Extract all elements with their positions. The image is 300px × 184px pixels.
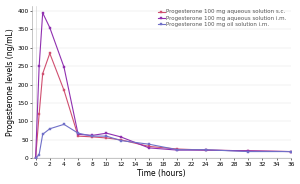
Progesterone 100 mg oil solution i.m. <box>48 128 52 130</box>
Progesterone 100 mg aqueous solution i.m. <box>176 149 179 151</box>
Progesterone 100 mg aqueous solution i.m. <box>41 12 44 14</box>
Line: Progesterone 100 mg aqueous solution i.m.: Progesterone 100 mg aqueous solution i.m… <box>34 12 292 160</box>
Progesterone 100 mg aqueous solution i.m. <box>246 150 250 152</box>
Progesterone 100 mg aqueous solution s.c. <box>48 52 52 54</box>
Progesterone 100 mg oil solution i.m. <box>76 132 80 134</box>
Progesterone 100 mg aqueous solution s.c. <box>105 137 108 139</box>
Progesterone 100 mg oil solution i.m. <box>62 123 66 125</box>
Y-axis label: Progesterone levels (ng/mL): Progesterone levels (ng/mL) <box>6 28 15 136</box>
Progesterone 100 mg aqueous solution i.m. <box>119 136 122 138</box>
Progesterone 100 mg oil solution i.m. <box>91 135 94 137</box>
Progesterone 100 mg oil solution i.m. <box>204 149 208 151</box>
Progesterone 100 mg aqueous solution s.c. <box>119 139 122 141</box>
Progesterone 100 mg aqueous solution s.c. <box>91 136 94 138</box>
Legend: Progesterone 100 mg aqueous solution s.c., Progesterone 100 mg aqueous solution : Progesterone 100 mg aqueous solution s.c… <box>157 8 288 28</box>
Progesterone 100 mg oil solution i.m. <box>105 135 108 137</box>
Progesterone 100 mg aqueous solution i.m. <box>147 147 151 149</box>
Progesterone 100 mg aqueous solution s.c. <box>37 113 41 115</box>
Progesterone 100 mg oil solution i.m. <box>34 157 38 159</box>
Progesterone 100 mg aqueous solution s.c. <box>34 157 38 159</box>
Progesterone 100 mg aqueous solution s.c. <box>147 145 151 148</box>
Progesterone 100 mg aqueous solution s.c. <box>76 135 80 137</box>
Progesterone 100 mg aqueous solution s.c. <box>176 148 179 150</box>
Progesterone 100 mg aqueous solution s.c. <box>204 149 208 151</box>
Progesterone 100 mg aqueous solution i.m. <box>37 65 41 67</box>
Progesterone 100 mg aqueous solution s.c. <box>289 151 292 153</box>
Progesterone 100 mg aqueous solution s.c. <box>246 150 250 152</box>
X-axis label: Time (hours): Time (hours) <box>137 169 186 178</box>
Progesterone 100 mg oil solution i.m. <box>246 151 250 153</box>
Progesterone 100 mg oil solution i.m. <box>119 139 122 142</box>
Progesterone 100 mg aqueous solution i.m. <box>289 151 292 153</box>
Progesterone 100 mg oil solution i.m. <box>37 153 41 156</box>
Progesterone 100 mg oil solution i.m. <box>41 133 44 135</box>
Progesterone 100 mg aqueous solution s.c. <box>41 72 44 75</box>
Progesterone 100 mg oil solution i.m. <box>289 151 292 153</box>
Progesterone 100 mg aqueous solution i.m. <box>34 157 38 159</box>
Progesterone 100 mg aqueous solution i.m. <box>91 134 94 137</box>
Progesterone 100 mg aqueous solution i.m. <box>76 133 80 135</box>
Line: Progesterone 100 mg oil solution i.m.: Progesterone 100 mg oil solution i.m. <box>34 123 292 160</box>
Progesterone 100 mg aqueous solution i.m. <box>204 149 208 151</box>
Progesterone 100 mg aqueous solution i.m. <box>62 66 66 68</box>
Progesterone 100 mg aqueous solution i.m. <box>105 132 108 134</box>
Progesterone 100 mg aqueous solution s.c. <box>62 89 66 91</box>
Progesterone 100 mg oil solution i.m. <box>147 143 151 145</box>
Progesterone 100 mg aqueous solution i.m. <box>48 26 52 29</box>
Line: Progesterone 100 mg aqueous solution s.c.: Progesterone 100 mg aqueous solution s.c… <box>34 52 292 160</box>
Progesterone 100 mg oil solution i.m. <box>176 149 179 151</box>
